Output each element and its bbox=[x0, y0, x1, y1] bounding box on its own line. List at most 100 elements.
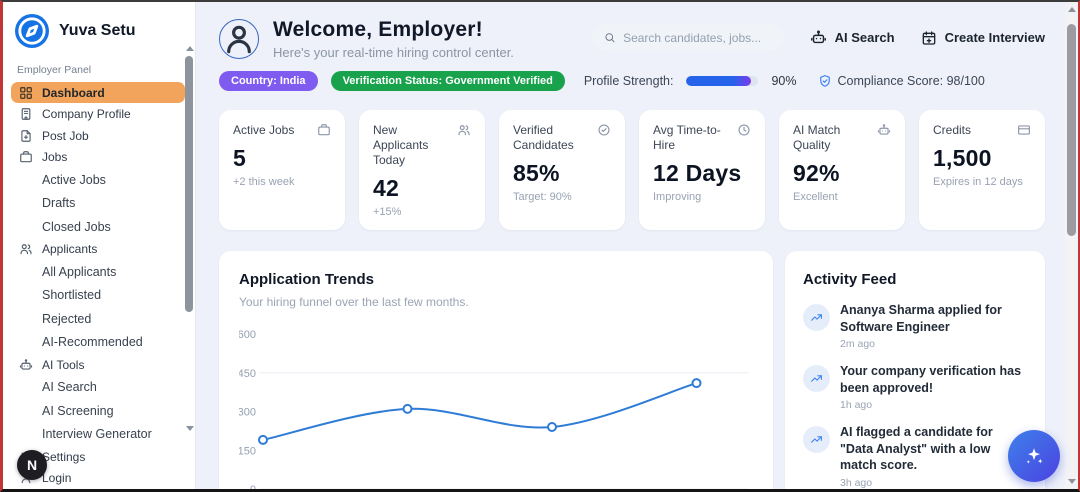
trending-up-icon bbox=[803, 365, 830, 392]
stat-value: 5 bbox=[233, 145, 246, 171]
stat-value: 92% bbox=[793, 160, 840, 186]
stat-card-header: Avg Time-to-Hire bbox=[653, 123, 751, 153]
sidebar-item-label: AI Tools bbox=[42, 357, 85, 372]
page-scrollbar[interactable] bbox=[1065, 2, 1078, 489]
ai-assistant-fab[interactable] bbox=[1008, 430, 1060, 482]
sidebar-item-label: Login bbox=[42, 471, 72, 485]
country-badge: Country: India bbox=[219, 71, 318, 91]
bot-icon bbox=[877, 123, 891, 153]
activity-feed-card: Activity Feed Ananya Sharma applied for … bbox=[785, 251, 1045, 489]
stats-row: Active Jobs 5 +2 this week New Applicants T… bbox=[219, 110, 1045, 230]
page-scroll-up-arrow-icon[interactable] bbox=[1067, 7, 1076, 12]
sidebar-item-label: Company Profile bbox=[42, 107, 131, 121]
sidebar-subitem-interview-generator[interactable]: Interview Generator bbox=[42, 427, 152, 442]
sidebar-item-dashboard[interactable]: Dashboard bbox=[11, 82, 185, 103]
clock-icon bbox=[737, 123, 751, 153]
trending-up-icon bbox=[803, 426, 830, 453]
sidebar-subitem-ai-search[interactable]: AI Search bbox=[42, 380, 97, 395]
stat-value: 1,500 bbox=[933, 145, 992, 171]
briefcase-icon bbox=[317, 123, 331, 138]
stat-subtext: +15% bbox=[373, 206, 402, 218]
page-scroll-down-arrow-icon[interactable] bbox=[1067, 479, 1076, 484]
feed-item-time: 3h ago bbox=[840, 476, 873, 489]
sidebar-scrollbar[interactable] bbox=[184, 42, 195, 489]
scroll-up-arrow-icon[interactable] bbox=[186, 46, 194, 51]
stat-label: Active Jobs bbox=[233, 123, 295, 137]
stat-subtext: +2 this week bbox=[233, 176, 295, 188]
stat-card-credits: Credits 1,500 Expires in 12 days bbox=[919, 110, 1045, 230]
sidebar-subitem-ai-screening[interactable]: AI Screening bbox=[42, 403, 114, 418]
logo: Yuva Setu bbox=[3, 2, 195, 56]
stat-card-header: Verified Candidates bbox=[513, 123, 611, 153]
search-box[interactable] bbox=[591, 24, 784, 51]
sidebar-subitem-rejected[interactable]: Rejected bbox=[42, 311, 92, 326]
y-axis-tick: 450 bbox=[239, 368, 256, 380]
page-header: Welcome, Employer! Here's your real-time… bbox=[219, 18, 1045, 60]
stat-card-verified-candidates: Verified Candidates 85% Target: 90% bbox=[499, 110, 625, 230]
feed-item: Your company verification has been appro… bbox=[803, 363, 1029, 411]
create-interview-button[interactable]: Create Interview bbox=[921, 30, 1045, 46]
sidebar-subitem-shortlisted[interactable]: Shortlisted bbox=[42, 288, 102, 303]
feed-item-text: Your company verification has been appro… bbox=[840, 364, 1022, 395]
data-point-marker bbox=[402, 403, 413, 414]
application-trends-card: Application Trends Your hiring funnel ov… bbox=[219, 251, 773, 489]
sidebar-item-label: Post Job bbox=[42, 128, 89, 143]
trend-line bbox=[262, 382, 697, 441]
sidebar-item-label: Jobs bbox=[42, 150, 68, 164]
briefcase-icon bbox=[19, 150, 33, 164]
sidebar-nav: Dashboard Company Profile Post Job Jobs Acti… bbox=[3, 82, 195, 489]
stat-card-header: Active Jobs bbox=[233, 123, 331, 138]
feed-item-time: 2m ago bbox=[840, 338, 876, 350]
sidebar-item-applicants[interactable]: Applicants bbox=[11, 239, 185, 260]
feed-item-body: AI flagged a candidate for "Data Analyst… bbox=[840, 424, 1029, 489]
profile-strength-label: Profile Strength: bbox=[583, 74, 674, 88]
sidebar-scrollbar-thumb[interactable] bbox=[185, 56, 193, 312]
search-input[interactable] bbox=[623, 30, 772, 45]
sidebar-item-company-profile[interactable]: Company Profile bbox=[11, 104, 185, 125]
sidebar-subitem-ai-recommended[interactable]: AI-Recommended bbox=[42, 335, 143, 350]
sparkles-icon bbox=[1023, 445, 1045, 467]
sidebar-subitem-active-jobs[interactable]: Active Jobs bbox=[42, 172, 106, 187]
sidebar-item-label: Applicants bbox=[42, 242, 98, 256]
header-actions: AI Search Create Interview bbox=[591, 18, 1045, 51]
stat-value: 12 Days bbox=[653, 160, 742, 186]
data-point-marker bbox=[547, 422, 557, 432]
sidebar: Yuva Setu Employer Panel Dashboard Compan… bbox=[3, 2, 196, 489]
welcome-block: Welcome, Employer! Here's your real-time… bbox=[219, 18, 514, 60]
app-title: Yuva Setu bbox=[59, 22, 136, 39]
ai-search-button[interactable]: AI Search bbox=[810, 29, 895, 46]
sidebar-item-ai-tools[interactable]: AI Tools bbox=[11, 354, 185, 375]
verification-badge: Verification Status: Government Verified bbox=[330, 71, 565, 91]
ai-search-label: AI Search bbox=[834, 30, 895, 45]
stat-label: Credits bbox=[933, 123, 972, 137]
bot-icon bbox=[810, 29, 827, 46]
stat-subtext: Expires in 12 days bbox=[933, 176, 1023, 188]
grid-icon bbox=[19, 86, 33, 100]
stat-label: AI Match Quality bbox=[793, 123, 841, 152]
n-overlay-badge[interactable]: N bbox=[17, 450, 47, 480]
stat-subtext: Target: 90% bbox=[513, 191, 572, 203]
line-chart: 0 150 300 450 600 bbox=[238, 321, 753, 489]
chart-title: Application Trends bbox=[239, 271, 375, 288]
users-icon bbox=[19, 242, 33, 256]
feed-item-text: AI flagged a candidate for "Data Analyst… bbox=[840, 425, 993, 472]
feed-item-body: Ananya Sharma applied for Software Engin… bbox=[840, 302, 1029, 350]
sidebar-item-post-job[interactable]: Post Job bbox=[11, 125, 185, 146]
stat-label: New Applicants Today bbox=[373, 123, 429, 167]
sidebar-subitem-all-applicants[interactable]: All Applicants bbox=[42, 264, 117, 279]
stat-card-ai-match-quality: AI Match Quality 92% Excellent bbox=[779, 110, 905, 230]
stat-subtext: Improving bbox=[653, 191, 702, 203]
sidebar-item-jobs[interactable]: Jobs bbox=[11, 147, 185, 168]
application-trends-plot: 0 150 300 450 600 bbox=[238, 329, 749, 489]
sidebar-subitem-closed-jobs[interactable]: Closed Jobs bbox=[42, 219, 111, 234]
sidebar-subitem-drafts[interactable]: Drafts bbox=[42, 196, 76, 211]
stat-subtext: Excellent bbox=[793, 191, 838, 203]
create-interview-label: Create Interview bbox=[944, 30, 1045, 45]
feed-item: Ananya Sharma applied for Software Engin… bbox=[803, 302, 1029, 350]
stat-card-new-applicants-today: New Applicants Today 42 +15% bbox=[359, 110, 485, 230]
scroll-down-arrow-icon[interactable] bbox=[186, 426, 194, 431]
stat-card-header: Credits bbox=[933, 123, 1031, 138]
stat-card-header: New Applicants Today bbox=[373, 123, 471, 168]
page-scrollbar-thumb[interactable] bbox=[1067, 24, 1076, 236]
